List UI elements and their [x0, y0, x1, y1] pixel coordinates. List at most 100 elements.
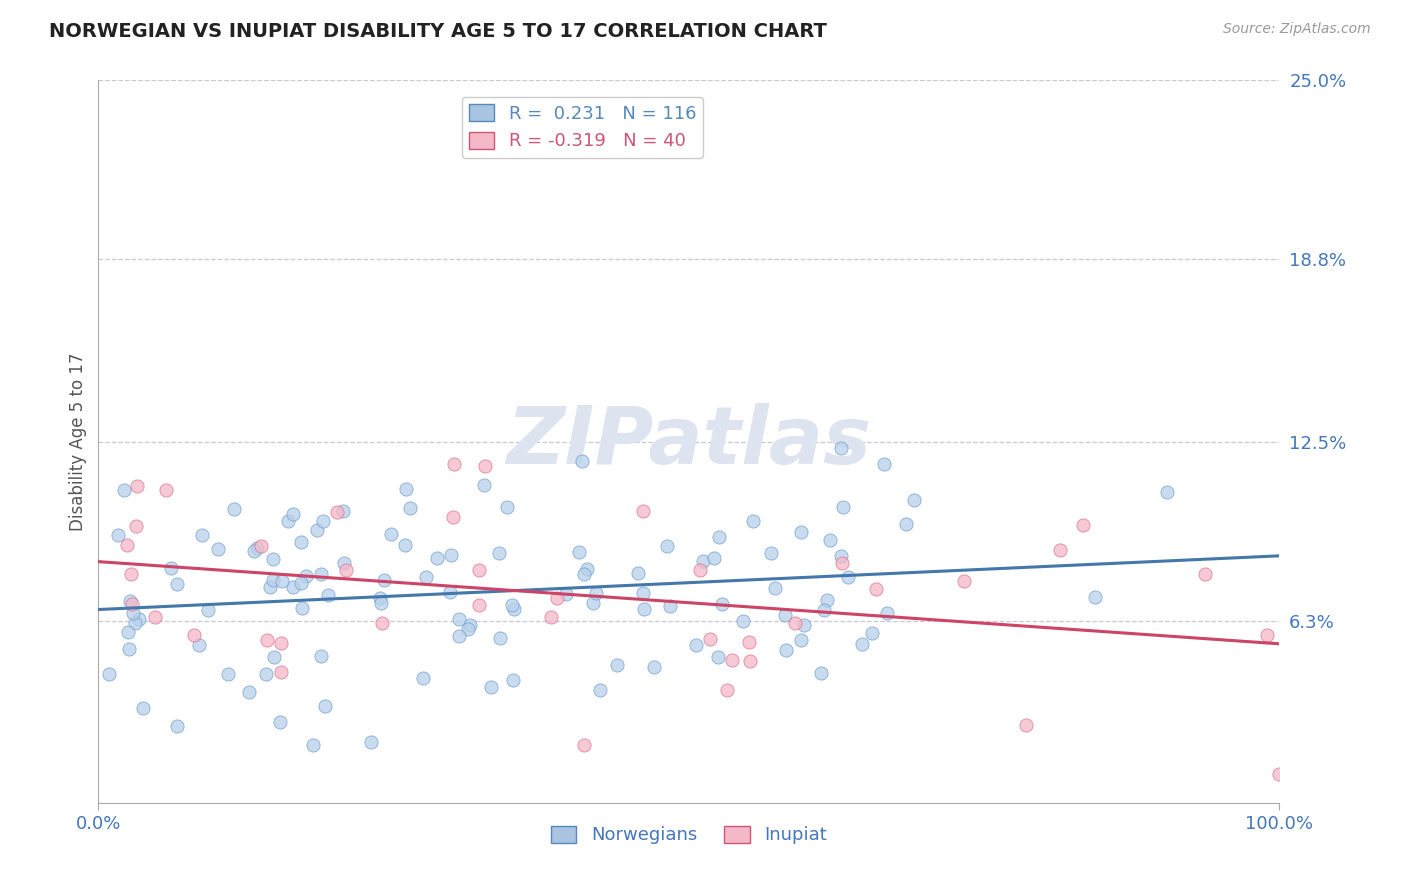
Point — [1156, 485, 1178, 500]
Point — [571, 454, 593, 468]
Point — [121, 597, 143, 611]
Point — [269, 715, 291, 730]
Point — [689, 563, 711, 577]
Point — [277, 514, 299, 528]
Point — [658, 599, 681, 614]
Point — [1268, 767, 1291, 781]
Point — [270, 636, 292, 650]
Point — [440, 548, 463, 562]
Point — [121, 566, 143, 581]
Point — [281, 507, 304, 521]
Point — [501, 598, 523, 612]
Point — [851, 637, 873, 651]
Point — [332, 504, 354, 518]
Point — [585, 586, 607, 600]
Point — [370, 596, 392, 610]
Point — [703, 551, 725, 566]
Point — [283, 580, 305, 594]
Point — [488, 546, 510, 560]
Point — [793, 618, 815, 632]
Point — [707, 530, 730, 544]
Point — [710, 597, 733, 611]
Point — [572, 738, 595, 752]
Point — [761, 546, 783, 560]
Point — [643, 659, 665, 673]
Point — [692, 554, 714, 568]
Point — [197, 603, 219, 617]
Point — [502, 602, 524, 616]
Point — [575, 562, 598, 576]
Point — [360, 735, 382, 749]
Point — [183, 628, 205, 642]
Point — [112, 483, 135, 497]
Point — [270, 665, 292, 679]
Y-axis label: Disability Age 5 to 17: Disability Age 5 to 17 — [69, 352, 87, 531]
Point — [738, 654, 761, 668]
Point — [166, 577, 188, 591]
Point — [685, 638, 707, 652]
Point — [555, 586, 578, 600]
Point — [479, 681, 502, 695]
Point — [474, 477, 496, 491]
Point — [373, 573, 395, 587]
Point — [467, 598, 489, 612]
Point — [447, 612, 470, 626]
Point — [335, 563, 357, 577]
Point — [896, 516, 918, 531]
Point — [810, 665, 832, 680]
Text: ZIPatlas: ZIPatlas — [506, 402, 872, 481]
Point — [426, 551, 449, 566]
Point — [699, 632, 721, 647]
Point — [458, 617, 481, 632]
Point — [1049, 543, 1071, 558]
Point — [633, 602, 655, 616]
Point — [107, 528, 129, 542]
Point — [582, 596, 605, 610]
Point — [1071, 517, 1094, 532]
Point — [256, 633, 278, 648]
Point — [155, 483, 177, 498]
Point — [876, 606, 898, 620]
Point — [1194, 567, 1216, 582]
Point — [439, 585, 461, 599]
Point — [489, 631, 512, 645]
Point — [399, 500, 422, 515]
Legend: Norwegians, Inupiat: Norwegians, Inupiat — [544, 818, 834, 852]
Point — [190, 528, 212, 542]
Point — [333, 556, 356, 570]
Point — [380, 526, 402, 541]
Point — [270, 574, 292, 588]
Point — [457, 622, 479, 636]
Point — [371, 616, 394, 631]
Point — [325, 505, 347, 519]
Point — [731, 614, 754, 628]
Point — [125, 479, 148, 493]
Point — [441, 509, 464, 524]
Point — [763, 581, 786, 595]
Point — [368, 591, 391, 606]
Point — [128, 612, 150, 626]
Point — [627, 566, 650, 580]
Point — [568, 545, 591, 559]
Point — [188, 639, 211, 653]
Point — [395, 482, 418, 496]
Point — [860, 626, 883, 640]
Point — [242, 543, 264, 558]
Point — [263, 650, 285, 665]
Point — [115, 538, 138, 552]
Point — [449, 629, 471, 643]
Point — [290, 534, 312, 549]
Point — [837, 570, 859, 584]
Point — [589, 683, 612, 698]
Point — [312, 514, 335, 528]
Point — [98, 667, 121, 681]
Point — [818, 533, 841, 547]
Point — [865, 582, 887, 596]
Text: Source: ZipAtlas.com: Source: ZipAtlas.com — [1223, 22, 1371, 37]
Point — [468, 563, 491, 577]
Point — [159, 561, 181, 575]
Point — [309, 566, 332, 581]
Point — [1084, 590, 1107, 604]
Point — [720, 653, 742, 667]
Point — [314, 698, 336, 713]
